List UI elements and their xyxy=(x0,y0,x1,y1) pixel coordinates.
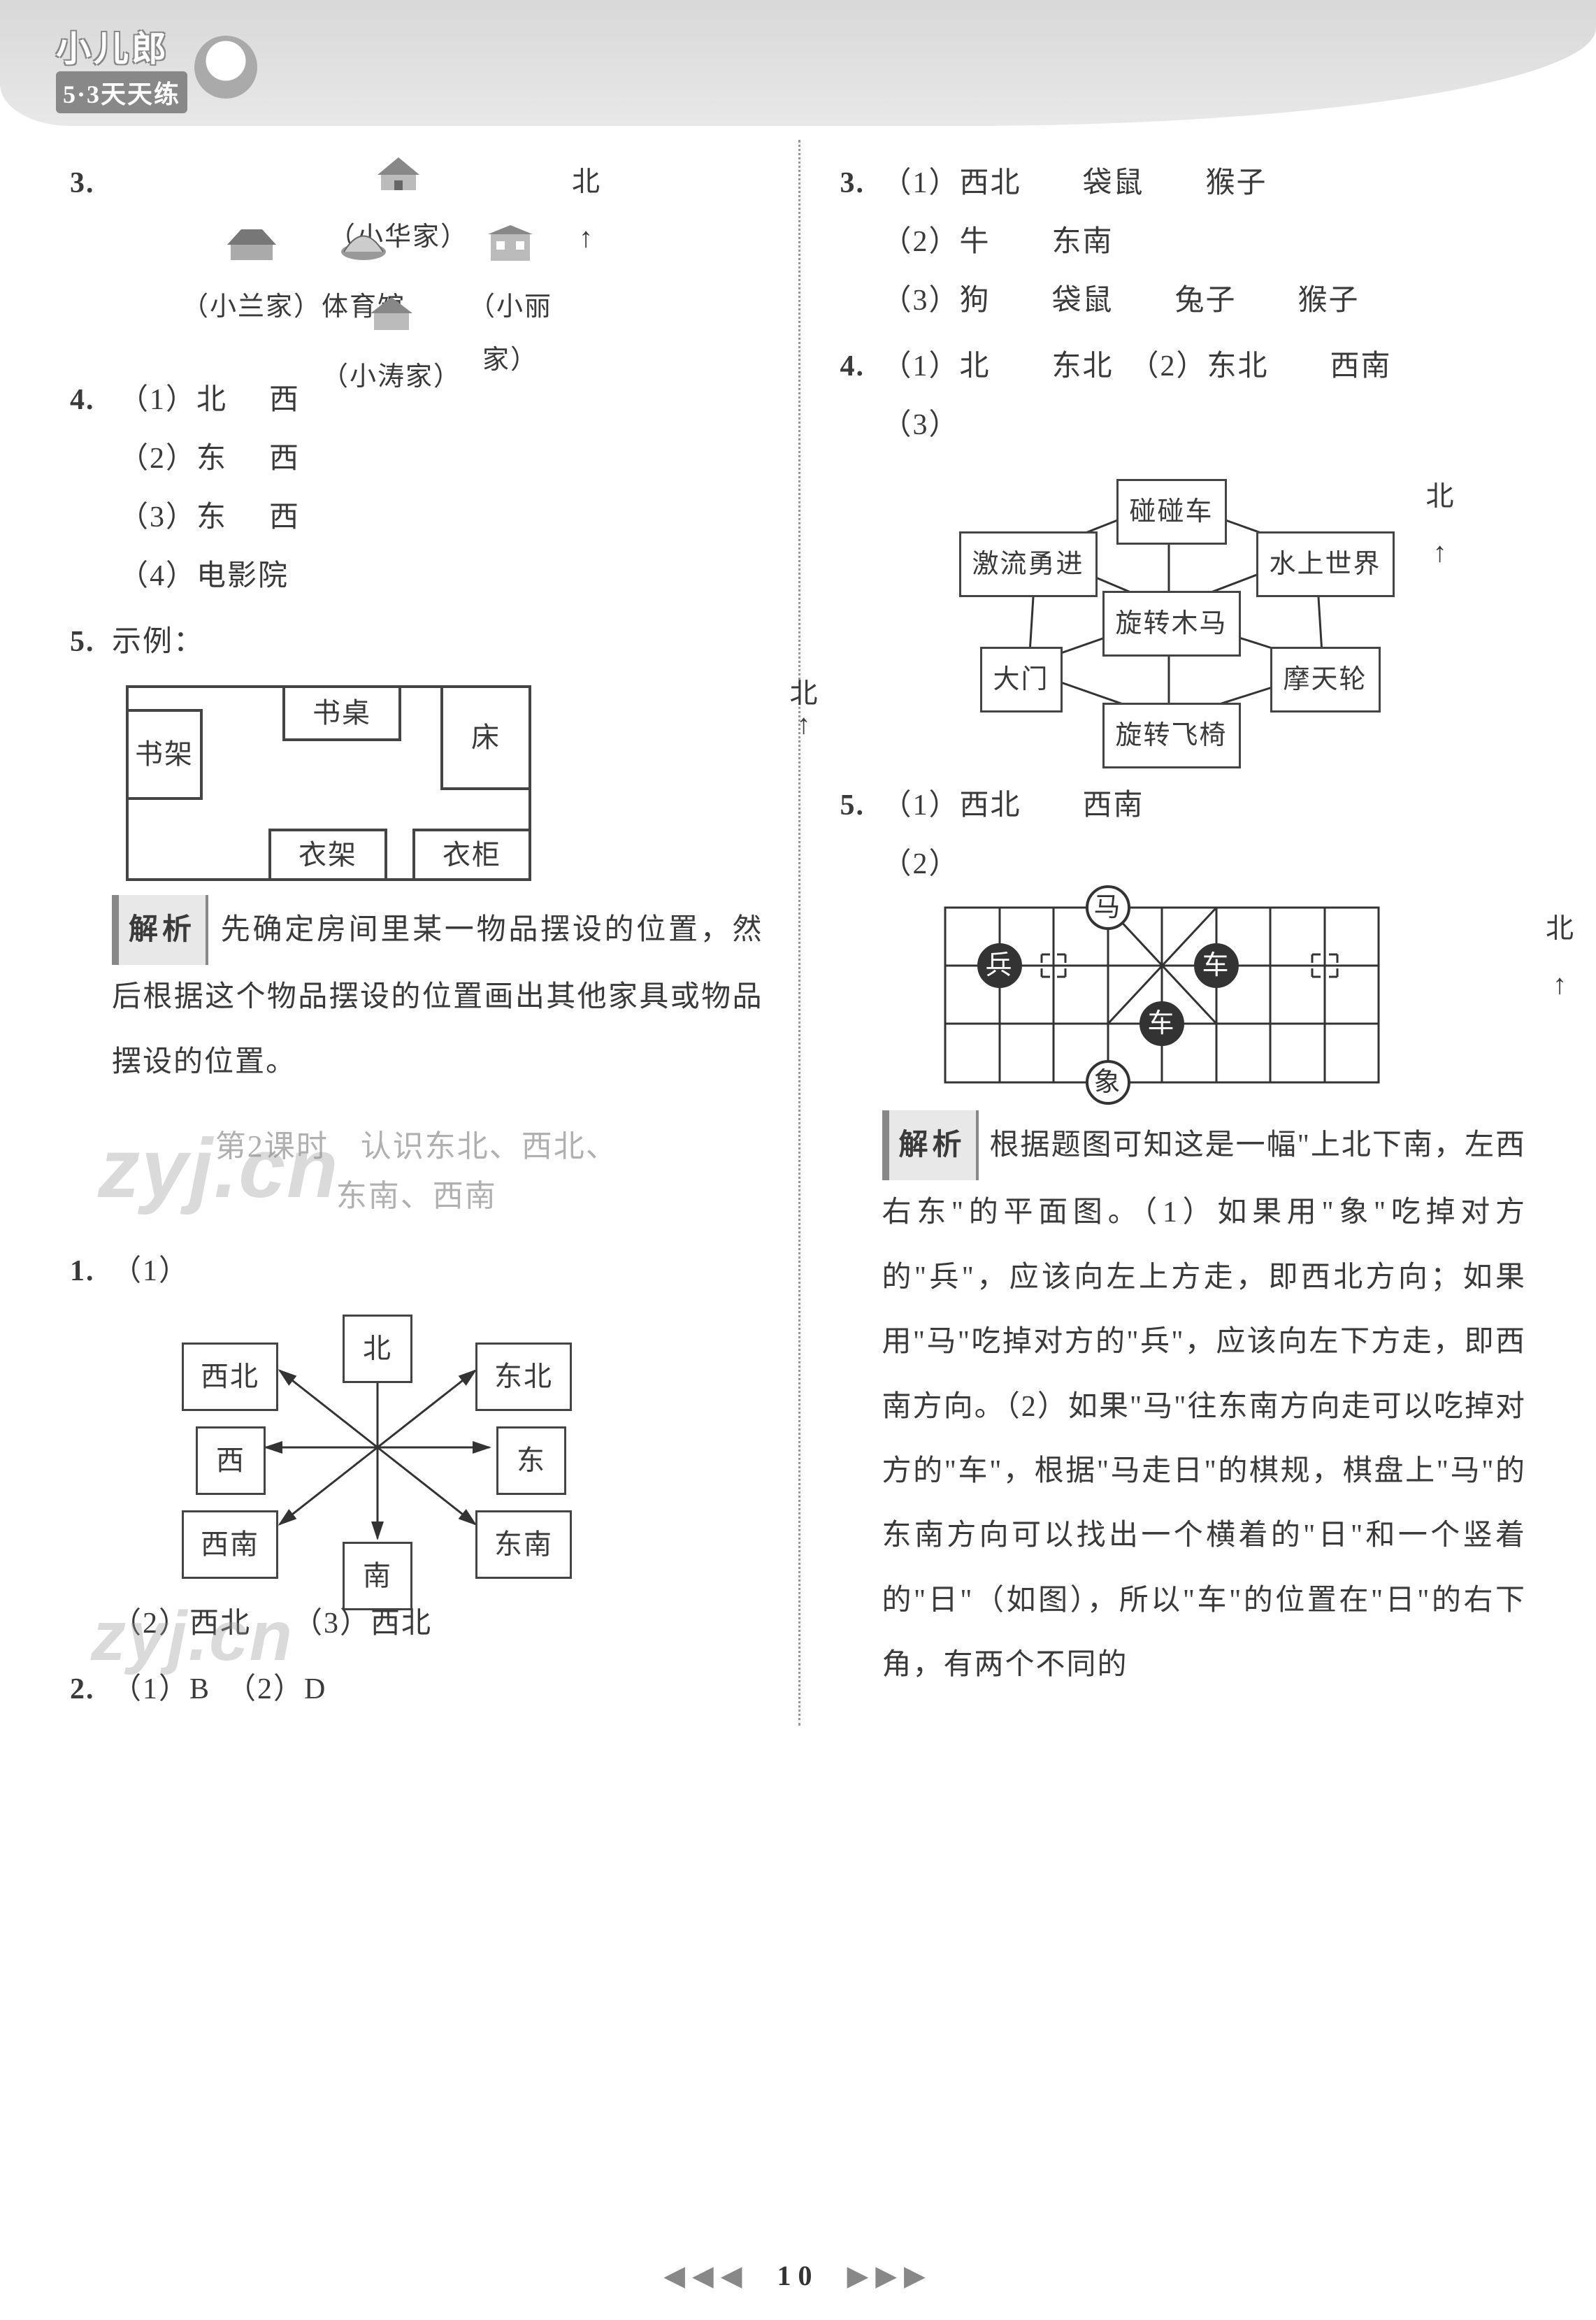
park-bl: 大门 xyxy=(980,647,1063,713)
q3b-num: 3. xyxy=(840,154,882,330)
q2-text: （1）B （2）D xyxy=(112,1660,763,1719)
q5b-num: 5. xyxy=(840,776,882,1698)
compass-sw: 西南 xyxy=(182,1510,278,1579)
q4-r4: （4）电影院 xyxy=(112,547,763,606)
column-divider xyxy=(798,140,800,1726)
q3b-r2: （2）牛 东南 xyxy=(882,213,1527,271)
q5: 5. 示例： 书架 书桌 床 衣架 衣柜 北 ↑ xyxy=(70,613,763,1094)
q1-sub2: （2）西北 xyxy=(112,1607,251,1640)
q4-r3: （3）东西 xyxy=(112,488,763,547)
room-rack: 衣架 xyxy=(268,829,387,881)
park-bottom: 旋转飞椅 xyxy=(1102,703,1241,768)
q5-num: 5. xyxy=(70,613,112,1094)
compass-e: 东 xyxy=(496,1426,566,1495)
park-diagram: 碰碰车 激流勇进 水上世界 旋转木马 大门 摩天轮 旋转飞椅 北 ↑ xyxy=(938,461,1455,755)
section-title: zyj.cn 第2课时 认识东北、西北、 东南、西南 xyxy=(70,1122,763,1221)
q4b-sub3: （3） xyxy=(882,396,952,454)
compass-n: 北 xyxy=(343,1315,412,1383)
page-content: 3. （小华家） （小兰家） 体育馆 xyxy=(0,126,1596,1754)
section-line1: 第2课时 认识东北、西北、 xyxy=(70,1122,763,1171)
q3-num: 3. xyxy=(70,154,112,364)
piece-che1: 车 xyxy=(1194,943,1239,988)
chess-board: 马 兵 车 车 象 xyxy=(938,901,1386,1089)
compass-se: 东南 xyxy=(475,1510,572,1579)
brand-title: 小儿郎 xyxy=(56,21,169,71)
park-br: 摩天轮 xyxy=(1270,647,1381,713)
compass-diagram: 北 东北 东 东南 南 西南 西 西北 xyxy=(154,1308,601,1587)
compass-w: 西 xyxy=(196,1426,266,1495)
q4b: 4. （1）北 东北 （2）东北 西南 （3） xyxy=(840,337,1527,769)
room-shelf: 书架 xyxy=(126,709,203,800)
piece-bing: 兵 xyxy=(977,943,1022,988)
q4-r2: （2）东西 xyxy=(112,429,763,488)
park-center: 旋转木马 xyxy=(1102,591,1241,657)
q2: 2. （1）B （2）D xyxy=(70,1660,763,1719)
q3b-r1: （1）西北 袋鼠 猴子 xyxy=(882,154,1527,213)
logo: 小儿郎 5·3天天练 xyxy=(56,21,257,113)
q1-sub3: （3）西北 xyxy=(293,1607,432,1640)
room-north: 北 ↑ xyxy=(790,678,819,740)
page-footer: ◀◀◀ 10 ▶▶▶ xyxy=(0,2259,1596,2292)
analysis-tag: 解析 xyxy=(112,895,208,965)
piece-ma: 马 xyxy=(1086,885,1130,930)
q3b: 3. （1）西北 袋鼠 猴子 （2）牛 东南 （3）狗 袋鼠 兔子 猴子 xyxy=(840,154,1527,330)
analysis-tag-2: 解析 xyxy=(882,1110,979,1180)
piece-che2: 车 xyxy=(1140,1001,1184,1046)
q1-sub1: （1） xyxy=(112,1255,189,1287)
q2-num: 2. xyxy=(70,1660,112,1719)
park-right: 水上世界 xyxy=(1256,531,1395,597)
q4b-r1: （1）北 东北 （2）东北 西南 xyxy=(882,337,1527,396)
q3-north: 北 ↑ xyxy=(572,154,601,266)
park-top: 碰碰车 xyxy=(1116,479,1227,545)
q3b-r3: （3）狗 袋鼠 兔子 猴子 xyxy=(882,271,1527,330)
q5b: 5. （1）西北 西南 （2） xyxy=(840,776,1527,1698)
q4b-num: 4. xyxy=(840,337,882,769)
q1: 1. （1） xyxy=(70,1242,763,1653)
q3-right-label: （小丽家） xyxy=(447,280,573,387)
footer-left-arrows: ◀◀◀ xyxy=(663,2260,749,2291)
section-line2: 东南、西南 xyxy=(70,1172,763,1221)
q5-analysis: 解析先确定房间里某一物品摆设的位置，然后根据这个物品摆设的位置画出其他家具或物品… xyxy=(112,895,763,1094)
q5-lead: 示例： xyxy=(112,613,763,671)
q5b-sub2: （2） xyxy=(882,835,952,894)
q3-map: （小华家） （小兰家） 体育馆 （小丽家） xyxy=(182,154,573,364)
page-number: 10 xyxy=(763,2260,833,2291)
q3-right-house: （小丽家） xyxy=(447,224,573,387)
q5b-analysis: 解析根据题图可知这是一幅"上北下南，左西右东"的平面图。（1）如果用"象"吃掉对… xyxy=(882,1110,1527,1698)
q4: 4. （1）北西 （2）东西 （3）东西 （4）电影院 xyxy=(70,371,763,606)
q1-num: 1. xyxy=(70,1242,112,1653)
compass-nw: 西北 xyxy=(182,1342,278,1411)
chess-north: 北 ↑ xyxy=(1546,901,1575,1012)
page-header: 小儿郎 5·3天天练 xyxy=(0,0,1596,126)
q3-left-house: （小兰家） xyxy=(182,224,322,334)
park-left: 激流勇进 xyxy=(959,531,1098,597)
compass-ne: 东北 xyxy=(475,1342,572,1411)
q5b-r1: （1）西北 西南 xyxy=(882,776,1527,835)
piece-xiang: 象 xyxy=(1086,1060,1130,1105)
q3-bottom-house: （小涛家） xyxy=(322,294,461,403)
room-wardrobe: 衣柜 xyxy=(412,829,531,881)
room-desk: 书桌 xyxy=(282,685,401,741)
right-column: 3. （1）西北 袋鼠 猴子 （2）牛 东南 （3）狗 袋鼠 兔子 猴子 4. … xyxy=(798,154,1527,1726)
q3: 3. （小华家） （小兰家） 体育馆 xyxy=(70,154,763,364)
room-bed: 床 xyxy=(440,685,531,790)
left-column: 3. （小华家） （小兰家） 体育馆 xyxy=(70,154,798,1726)
footer-right-arrows: ▶▶▶ xyxy=(847,2260,933,2291)
q4-num: 4. xyxy=(70,371,112,606)
brand-subtitle: 5·3天天练 xyxy=(56,71,187,113)
q3-left-label: （小兰家） xyxy=(182,280,322,334)
mascot-icon xyxy=(194,36,257,99)
q3-bottom-label: （小涛家） xyxy=(322,350,461,403)
room-diagram: 书架 书桌 床 衣架 衣柜 xyxy=(126,685,531,881)
